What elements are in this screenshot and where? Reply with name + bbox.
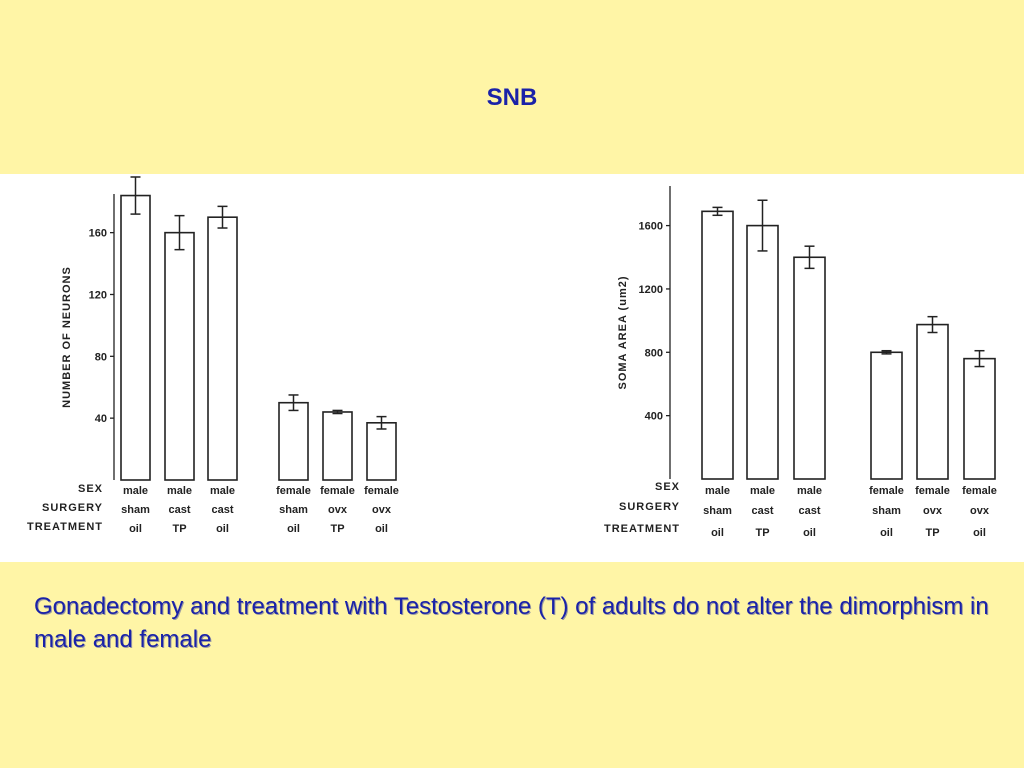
- bar: [870, 351, 903, 480]
- category-label: female: [915, 485, 950, 497]
- category-label: oil: [375, 523, 388, 535]
- y-tick-label: 400: [645, 411, 663, 423]
- category-label: female: [869, 485, 904, 497]
- y-tick-label: 120: [89, 289, 107, 301]
- y-tick-label: 1600: [639, 221, 663, 233]
- figure-panel: 40 80 120 160 NUMBER OF NEURONS SEX SURGERY TRE…: [0, 174, 1024, 562]
- category-label: oil: [129, 523, 142, 535]
- category-label: sham: [121, 504, 150, 516]
- category-label: sham: [279, 504, 308, 516]
- bar-charts: 40 80 120 160 NUMBER OF NEURONS SEX SURGERY TRE…: [27, 176, 997, 539]
- category-label: TP: [172, 523, 186, 535]
- bar: [746, 224, 779, 480]
- category-label: oil: [711, 527, 724, 539]
- bar: [164, 231, 195, 481]
- y-tick-label: 1200: [639, 284, 663, 296]
- category-label: male: [797, 485, 822, 497]
- row-label: SURGERY: [42, 502, 103, 514]
- bar: [701, 210, 734, 480]
- category-label: cast: [751, 505, 773, 517]
- bar: [278, 401, 309, 481]
- y-tick-label: 800: [645, 347, 663, 359]
- category-label: cast: [211, 504, 233, 516]
- category-label: male: [167, 485, 192, 497]
- category-label: oil: [880, 527, 893, 539]
- category-label: female: [962, 485, 997, 497]
- row-label: SURGERY: [619, 501, 680, 513]
- category-label: oil: [803, 527, 816, 539]
- y-axis-label: SOMA AREA (um2): [617, 276, 629, 390]
- category-label: male: [750, 485, 775, 497]
- category-label: cast: [798, 505, 820, 517]
- y-tick-label: 80: [95, 351, 107, 363]
- category-label: oil: [287, 523, 300, 535]
- category-label: oil: [216, 523, 229, 535]
- category-label: female: [320, 485, 355, 497]
- bar: [120, 194, 151, 481]
- row-label: SEX: [655, 481, 680, 493]
- category-label: ovx: [970, 505, 990, 517]
- bar: [963, 357, 996, 480]
- bar: [793, 256, 826, 480]
- y-tick-label: 40: [95, 413, 107, 425]
- slide-caption: Gonadectomy and treatment with Testoster…: [34, 593, 989, 653]
- category-label: male: [210, 485, 235, 497]
- y-axis-label: NUMBER OF NEURONS: [61, 266, 73, 408]
- bar: [366, 422, 397, 481]
- category-label: oil: [973, 527, 986, 539]
- category-label: male: [123, 485, 148, 497]
- category-label: male: [705, 485, 730, 497]
- bar: [916, 323, 949, 480]
- bar: [322, 411, 353, 481]
- category-label: TP: [755, 527, 769, 539]
- slide-title: SNB: [486, 84, 538, 111]
- category-label: cast: [168, 504, 190, 516]
- category-label: ovx: [372, 504, 392, 516]
- row-label: TREATMENT: [604, 523, 680, 535]
- row-label: SEX: [78, 483, 103, 495]
- category-label: TP: [925, 527, 939, 539]
- category-label: ovx: [923, 505, 943, 517]
- category-label: TP: [330, 523, 344, 535]
- category-label: female: [364, 485, 399, 497]
- category-label: sham: [872, 505, 901, 517]
- category-label: female: [276, 485, 311, 497]
- bar: [207, 216, 238, 481]
- row-label: TREATMENT: [27, 521, 103, 533]
- y-tick-label: 160: [89, 228, 107, 240]
- category-label: sham: [703, 505, 732, 517]
- category-label: ovx: [328, 504, 348, 516]
